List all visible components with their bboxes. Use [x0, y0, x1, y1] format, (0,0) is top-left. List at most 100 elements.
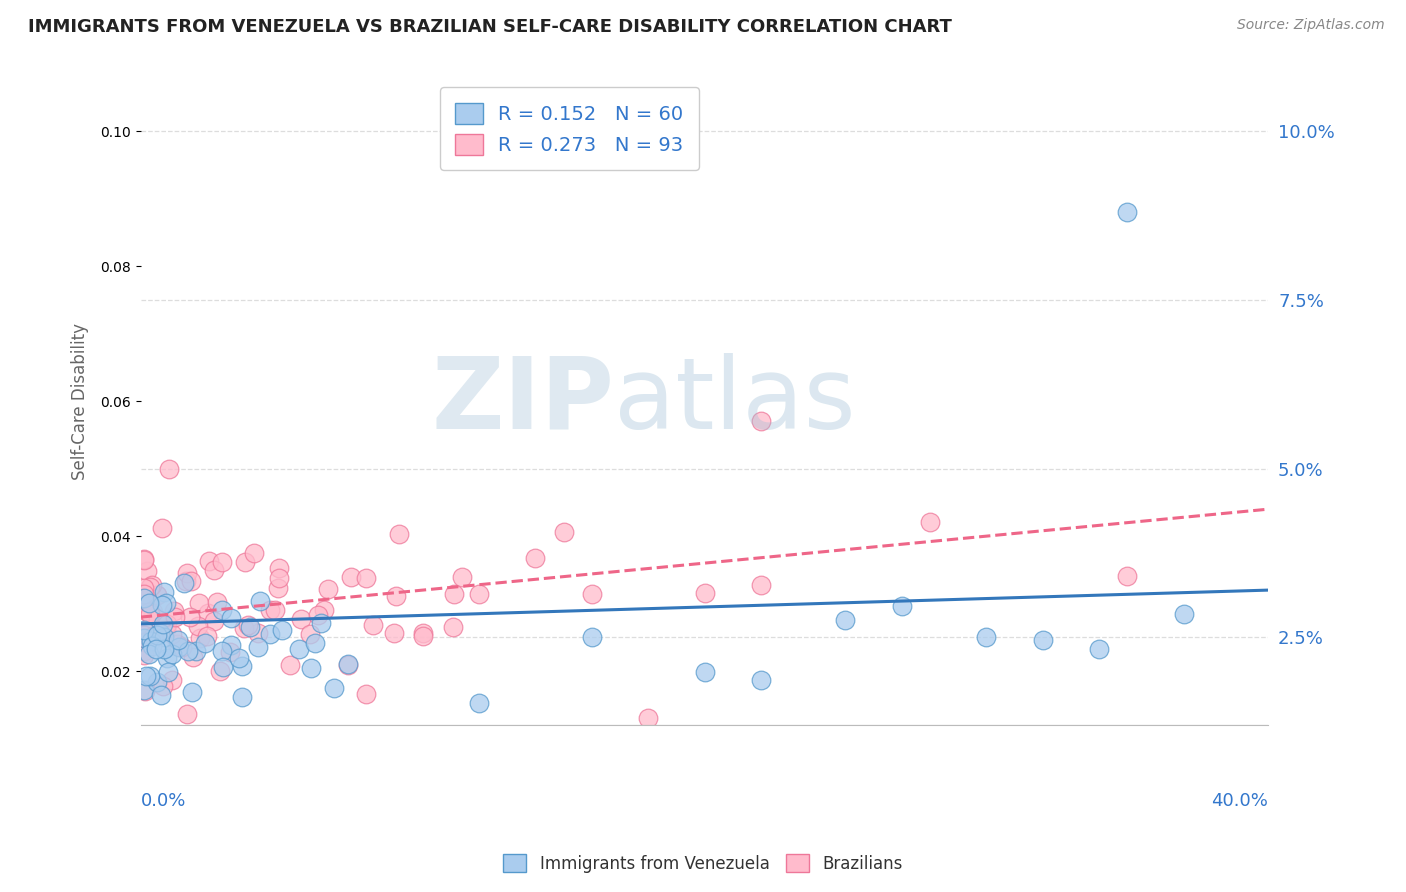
Point — [150, 598, 173, 612]
Point — [132, 586, 155, 600]
Point — [132, 644, 155, 658]
Point — [138, 669, 160, 683]
Point — [187, 596, 209, 610]
Point — [142, 629, 165, 643]
Point — [173, 575, 195, 590]
Point — [135, 594, 157, 608]
Point — [309, 615, 332, 630]
Point — [163, 604, 186, 618]
Point — [194, 636, 217, 650]
Point — [336, 657, 359, 672]
Point — [132, 624, 155, 638]
Point — [198, 554, 221, 568]
Point — [468, 696, 491, 710]
Point — [183, 650, 205, 665]
Point — [153, 630, 176, 644]
Point — [167, 633, 190, 648]
Point — [242, 546, 264, 560]
Point — [134, 648, 156, 662]
Text: IMMIGRANTS FROM VENEZUELA VS BRAZILIAN SELF-CARE DISABILITY CORRELATION CHART: IMMIGRANTS FROM VENEZUELA VS BRAZILIAN S… — [28, 18, 952, 36]
Point — [339, 570, 361, 584]
Point — [233, 621, 256, 635]
Point — [280, 658, 302, 673]
Point — [259, 627, 281, 641]
Point — [356, 571, 378, 585]
Point — [382, 626, 405, 640]
Point — [233, 555, 256, 569]
Point — [141, 640, 163, 654]
Point — [145, 588, 167, 602]
Point — [693, 665, 716, 680]
Point — [443, 587, 465, 601]
Point — [385, 589, 408, 603]
Point — [142, 605, 165, 619]
Point — [132, 587, 155, 601]
Point — [361, 618, 384, 632]
Point — [581, 630, 603, 644]
Point — [138, 647, 160, 661]
Point — [188, 631, 211, 645]
Point — [211, 603, 233, 617]
Point — [553, 525, 575, 540]
Point — [1088, 642, 1111, 657]
Point — [287, 642, 309, 657]
Legend: Immigrants from Venezuela, Brazilians: Immigrants from Venezuela, Brazilians — [496, 847, 910, 880]
Point — [290, 612, 312, 626]
Point — [307, 607, 329, 622]
Point — [135, 593, 157, 607]
Point — [139, 580, 162, 594]
Point — [160, 647, 183, 661]
Point — [834, 613, 856, 627]
Point — [132, 551, 155, 566]
Point — [176, 707, 198, 722]
Point — [155, 622, 177, 636]
Point — [693, 585, 716, 599]
Point — [150, 688, 173, 702]
Point — [412, 626, 434, 640]
Point — [749, 414, 772, 428]
Point — [450, 570, 472, 584]
Point — [180, 574, 202, 588]
Point — [228, 651, 250, 665]
Point — [145, 642, 167, 657]
Point — [160, 673, 183, 687]
Point — [890, 599, 912, 613]
Point — [156, 650, 179, 665]
Point — [150, 521, 173, 535]
Point — [174, 574, 197, 588]
Text: 0.0%: 0.0% — [141, 792, 186, 811]
Point — [219, 644, 242, 658]
Point — [212, 660, 235, 674]
Point — [581, 586, 603, 600]
Point — [186, 618, 208, 632]
Point — [266, 581, 288, 595]
Point — [271, 623, 294, 637]
Point — [211, 555, 233, 569]
Point — [312, 603, 335, 617]
Point — [152, 642, 174, 657]
Point — [318, 582, 340, 596]
Point — [157, 461, 180, 475]
Y-axis label: Self-Care Disability: Self-Care Disability — [72, 323, 89, 480]
Point — [141, 578, 163, 592]
Point — [263, 603, 285, 617]
Point — [146, 588, 169, 602]
Point — [132, 683, 155, 698]
Point — [197, 607, 219, 621]
Point — [139, 597, 162, 611]
Point — [207, 595, 229, 609]
Point — [132, 628, 155, 642]
Point — [132, 591, 155, 605]
Point — [1032, 632, 1054, 647]
Point — [918, 516, 941, 530]
Point — [249, 593, 271, 607]
Point — [231, 690, 253, 704]
Point — [132, 643, 155, 657]
Point — [146, 612, 169, 626]
Point — [132, 591, 155, 606]
Point — [211, 643, 233, 657]
Point — [134, 635, 156, 649]
Point — [179, 610, 201, 624]
Text: Source: ZipAtlas.com: Source: ZipAtlas.com — [1237, 18, 1385, 32]
Point — [267, 561, 290, 575]
